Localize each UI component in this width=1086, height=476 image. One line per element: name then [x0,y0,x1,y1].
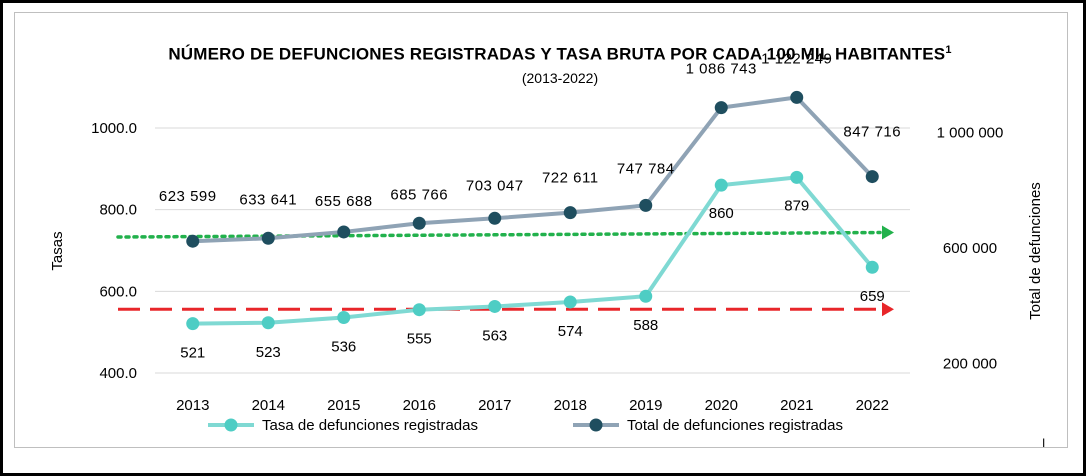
data-point [563,295,577,309]
data-point [488,299,502,313]
total-label: 685 766 [390,186,448,203]
total-label: 633 641 [239,191,297,208]
rate-label: 879 [784,197,809,214]
rate-label: 536 [331,338,356,355]
right-tick-label: 600 000 [943,240,997,257]
footer-mark: I [1042,436,1046,450]
total-label: 1 086 743 [686,61,757,78]
green-dotted-trend [116,230,882,239]
left-tick-label: 600.0 [99,283,137,300]
chart-title: Número de defunciones registradas y tasa… [0,44,1086,65]
left-tick-label: 800.0 [99,202,137,219]
rate-label: 860 [709,205,734,222]
data-point [639,289,653,303]
rate-label: 521 [180,345,205,362]
data-point [186,234,200,248]
x-tick-label: 2016 [403,397,436,414]
legend-marker-0 [224,418,238,432]
rate-label: 523 [256,344,281,361]
legend-label-0: Tasa de defunciones registradas [262,417,478,434]
data-point [865,170,879,184]
data-point [790,90,804,104]
left-axis-label: Tasas [49,231,66,270]
legend: Tasa de defunciones registradas Total de … [208,417,843,434]
data-point [337,225,351,239]
total-label: 847 716 [843,124,901,141]
total-label: 703 047 [466,177,524,194]
chart-area-border [14,12,1068,448]
legend-label-1: Total de defunciones registradas [627,417,843,434]
series-line-0 [192,175,874,326]
chart-subtitle: (2013-2022) [521,70,599,86]
series [186,90,879,331]
data-point [412,303,426,317]
data-point [412,216,426,230]
rate-label: 574 [558,323,583,340]
data-point [790,170,804,184]
axes: 400.0 600.0 800.0 1000.0 Tasas 200 000 600 000… [49,120,1044,414]
rate-label: 563 [482,327,507,344]
data-point [865,260,879,274]
x-tick-label: 2019 [629,397,662,414]
total-label: 623 599 [159,188,217,205]
data-point [261,231,275,245]
data-point [186,317,200,331]
total-label: 747 784 [617,160,675,177]
data-point [563,206,577,220]
data-point [488,211,502,225]
data-point [639,198,653,212]
rate-label: 659 [860,288,885,305]
chart-title-text: Número de defunciones registradas y tasa… [168,44,946,64]
right-tick-label: 1 000 000 [937,125,1004,142]
data-point [337,310,351,324]
green-dotted-trend-arrow [882,225,894,240]
data-labels: 521 523 536 555 563 574 588 860 879 659 623 599 633… [159,50,901,361]
right-tick-label: 200 000 [943,355,997,372]
gridlines [155,127,910,374]
total-label: 1 122 249 [761,50,832,67]
data-point [714,178,728,192]
legend-marker-1 [589,418,603,432]
x-tick-label: 2017 [478,397,511,414]
x-tick-label: 2015 [327,397,360,414]
x-tick-label: 2022 [856,397,889,414]
x-tick-label: 2020 [705,397,738,414]
title-footnote: 1 [945,44,952,56]
right-axis-label: Total de defunciones [1027,182,1044,320]
reference-lines [116,225,894,317]
x-tick-label: 2021 [780,397,813,414]
data-point [261,316,275,330]
data-point [714,101,728,115]
red-dashed-trend-arrow [882,302,894,317]
left-tick-label: 400.0 [99,365,137,382]
x-tick-label: 2018 [554,397,587,414]
rate-label: 588 [633,317,658,334]
left-tick-label: 1000.0 [91,120,137,137]
x-tick-label: 2014 [252,397,285,414]
rate-label: 555 [407,331,432,348]
total-label: 722 611 [542,170,599,187]
x-tick-label: 2013 [176,397,209,414]
total-label: 655 688 [315,193,373,210]
series-line-1 [192,95,874,244]
